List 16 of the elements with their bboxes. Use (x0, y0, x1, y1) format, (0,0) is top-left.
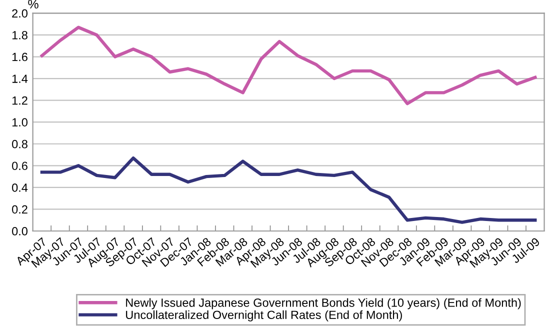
y-axis-title: % (28, 0, 38, 8)
y-tick-label: 2.0 (12, 9, 28, 18)
y-tick-label: 1.2 (12, 96, 28, 105)
line-series (40, 26, 537, 106)
y-tick-label: 0.8 (12, 140, 28, 148)
y-tick-label: 1.6 (12, 52, 28, 62)
y-tick-label: 0.2 (12, 205, 28, 214)
y-tick-label: 0.0 (12, 227, 28, 236)
line-series (40, 156, 537, 224)
y-tick-label: 1.8 (12, 31, 28, 40)
y-tick-label: 1.0 (12, 118, 28, 126)
y-tick-label: 0.6 (12, 162, 28, 170)
legend-label: Uncollateralized Overnight Call Rates (End of Month) (126, 310, 402, 322)
legend-label: Newly Issued Japanese Government Bonds Yield (10 years) (End of Month) (126, 298, 521, 310)
y-tick-label: 0.4 (12, 183, 28, 192)
y-tick-label: 1.4 (12, 74, 28, 83)
